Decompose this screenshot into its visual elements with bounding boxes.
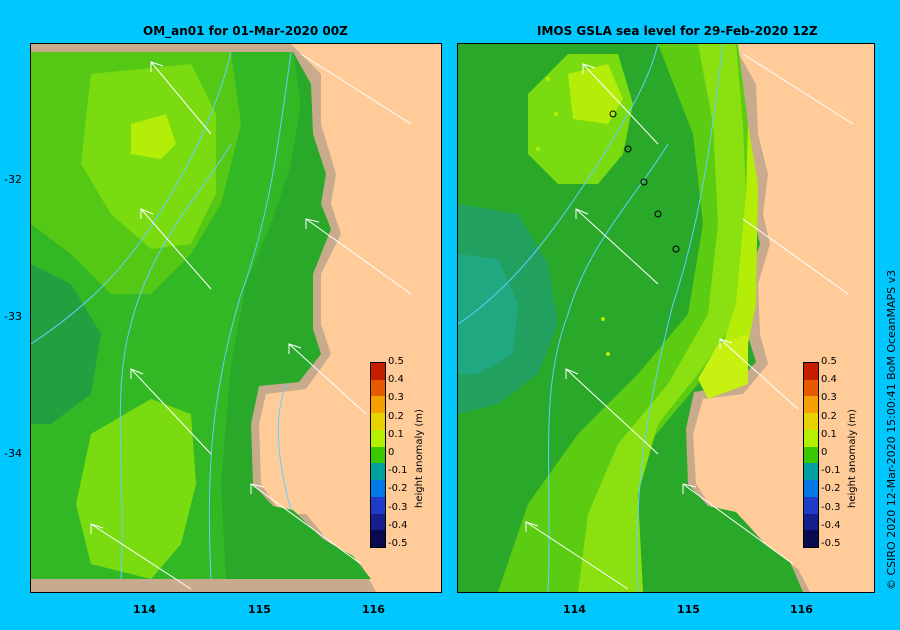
colorbar-tick-label: -0.2 [388,483,408,495]
colorbar-segment [371,463,385,481]
y-tick-label: -34 [4,447,22,460]
colorbar-tick-label: 0 [388,447,395,458]
colorbar-segment [371,396,385,414]
colorbar-segment [804,530,818,547]
colorbar-segment [804,446,818,464]
left-colorbar [370,362,386,548]
colorbar-segment [804,496,818,514]
colorbar-tick-label: -0.5 [821,538,841,549]
colorbar-tick-label: 0.3 [388,392,404,404]
colorbar-tick-label: 0.4 [388,374,404,386]
colorbar-segment [804,429,818,447]
left-map-panel [30,43,442,593]
colorbar-segment [371,446,385,464]
colorbar-segment [371,413,385,430]
colorbar-tick-label: -0.4 [388,519,408,531]
colorbar-tick-label: -0.3 [388,501,408,513]
colorbar-segment [371,363,385,380]
x-tick-label: 116 [790,603,813,616]
colorbar-tick-label: -0.5 [388,538,408,549]
x-tick-label: 116 [362,603,385,616]
colorbar-segment [804,480,818,497]
colorbar-segment [804,463,818,481]
colorbar-tick-label: -0.3 [821,501,841,513]
colorbar-segment [804,363,818,380]
colorbar-tick-label: 0.2 [388,410,404,422]
colorbar-tick-label: 0.2 [821,410,837,422]
right-panel-title: IMOS GSLA sea level for 29-Feb-2020 12Z [537,24,818,38]
credit-text: © CSIRO 2020 12-Mar-2020 15:00:41 BoM Oc… [885,269,898,590]
colorbar-tick-label: 0.4 [821,374,837,386]
colorbar-tick-label: -0.2 [821,483,841,495]
x-tick-label: 115 [677,603,700,616]
colorbar-tick-label: 0.3 [821,392,837,404]
colorbar-tick-label: -0.1 [388,465,408,477]
colorbar-segment [371,379,385,397]
y-tick-label: -32 [4,173,22,186]
colorbar-tick-label: 0 [821,447,828,458]
left-map-svg [31,44,441,592]
colorbar-segment [371,513,385,531]
right-map-svg [458,44,874,592]
x-tick-label: 114 [563,603,586,616]
x-tick-label: 114 [133,603,156,616]
colorbar-tick-label: -0.1 [821,465,841,477]
colorbar-segment [804,513,818,531]
colorbar-segment [804,379,818,397]
colorbar-segment [371,496,385,514]
colorbar-tick-label: -0.4 [821,519,841,531]
y-tick-label: -33 [4,310,22,323]
colorbar-segment [804,396,818,414]
colorbar-segment [371,480,385,497]
left-panel-title: OM_an01 for 01-Mar-2020 00Z [143,24,348,38]
right-colorbar [803,362,819,548]
right-colorbar-title: height anomaly (m) [847,409,858,508]
colorbar-tick-label: 0.1 [388,428,404,440]
colorbar-segment [371,429,385,447]
x-tick-label: 115 [248,603,271,616]
colorbar-tick-label: 0.5 [821,356,837,367]
colorbar-segment [371,530,385,547]
colorbar-segment [804,413,818,430]
colorbar-tick-label: 0.1 [821,428,837,440]
colorbar-tick-label: 0.5 [388,356,404,367]
left-colorbar-title: height anomaly (m) [414,409,425,508]
